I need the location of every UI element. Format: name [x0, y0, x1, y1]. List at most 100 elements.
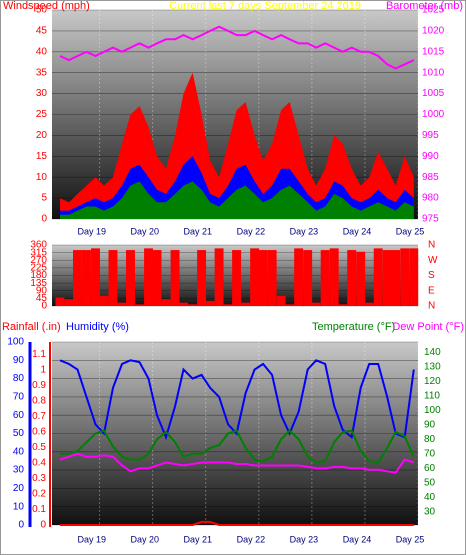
bar [55, 297, 65, 306]
bar [232, 250, 242, 306]
y-tick-label: 10 [36, 172, 48, 183]
bar [409, 248, 419, 306]
y3-tick-label: 120 [424, 376, 441, 387]
bar [188, 304, 198, 306]
y-tick-label: 90 [36, 285, 48, 296]
y-tick-label: 15 [36, 151, 48, 162]
y-tick-label: 30 [13, 465, 25, 476]
bar [241, 302, 251, 306]
y2-tick-label: 980 [422, 193, 439, 204]
y3-tick-label: 90 [424, 419, 436, 430]
x-tick-label: Day 22 [237, 534, 266, 544]
y3-tick-label: 60 [424, 463, 436, 474]
y2-tick-label: 1005 [422, 88, 445, 99]
bar [303, 250, 313, 306]
y2-tick-label: 0.7 [32, 411, 46, 422]
bar [294, 248, 304, 306]
y-tick-label: 50 [36, 5, 48, 16]
y-tick-label: 20 [36, 130, 48, 141]
bar [320, 250, 330, 306]
bar [72, 250, 82, 306]
y-tick-label: 70 [13, 392, 25, 403]
y-tick-label: 25 [36, 109, 48, 120]
y-tick-label: 270 [30, 255, 47, 266]
y2-tick-label: 990 [422, 151, 439, 162]
line [60, 520, 414, 526]
y2-tick-label: 0.2 [32, 489, 46, 500]
bar [82, 250, 91, 306]
bar [117, 302, 127, 306]
bar [223, 304, 233, 306]
y-tick-label: 135 [30, 278, 47, 289]
chart-title: Current last 7 days September 24 2019 [169, 0, 361, 12]
x-tick-label: Day 19 [77, 226, 106, 236]
y2-tick-label: S [428, 270, 435, 281]
bar [258, 250, 268, 306]
y-tick-label: 315 [30, 247, 47, 258]
bar [205, 300, 215, 306]
y2-tick-label: 1015 [422, 46, 445, 57]
y3-tick-label: 110 [424, 390, 440, 401]
y-tick-label: 45 [36, 293, 48, 304]
y-tick-label: 0 [41, 214, 47, 225]
x-tick-label: Day 23 [290, 226, 319, 236]
y2-tick-label: 1025 [422, 5, 445, 16]
y2-tick-label: N [428, 301, 435, 312]
y2-tick-label: 975 [422, 214, 439, 225]
line [59, 359, 415, 441]
y3-tick-label: 50 [424, 478, 436, 489]
bar [329, 248, 339, 306]
y3-tick-label: 30 [424, 507, 436, 518]
y4-label: Dew Point (°F) [392, 321, 464, 333]
y2-label: Barometer (mb) [386, 0, 463, 12]
bar [197, 250, 207, 306]
x-tick-label: Day 23 [290, 534, 319, 544]
area [60, 181, 414, 219]
y3-tick-label: 80 [424, 434, 436, 445]
y-tick-label: 360 [30, 240, 47, 251]
bar [400, 248, 410, 306]
bar [170, 250, 180, 306]
bar [391, 250, 401, 306]
y2-tick-label: 0.3 [32, 473, 46, 484]
y2-tick-label: 995 [422, 130, 439, 141]
y2-tick-label: 1020 [422, 26, 445, 37]
y-tick-label: 0 [41, 301, 47, 312]
x-tick-label: Day 25 [396, 226, 425, 236]
bar [364, 302, 374, 306]
x-tick-label: Day 19 [77, 534, 106, 544]
bar [126, 250, 135, 306]
x-tick-label: Day 21 [184, 226, 213, 236]
y-tick-label: 225 [30, 263, 47, 274]
y2-tick-label: 1000 [422, 109, 445, 120]
y-label: Humidity (%) [66, 321, 129, 333]
y2-tick-label: 1010 [422, 67, 445, 78]
bar [99, 295, 109, 306]
y-tick-label: 10 [13, 501, 25, 512]
y2-tick-label: 0 [40, 520, 46, 531]
y-label: Windspeed (mph) [3, 0, 90, 12]
bar [179, 302, 189, 306]
bar [267, 250, 277, 306]
bar [276, 295, 286, 306]
line [59, 25, 415, 70]
y2-tick-label: 0.5 [32, 442, 46, 453]
y-tick-label: 40 [13, 446, 25, 457]
y2-tick-label: 0.8 [32, 396, 46, 407]
y-tick-label: 80 [13, 373, 25, 384]
bar [285, 304, 295, 306]
bar [250, 248, 260, 306]
y-tick-label: 30 [36, 88, 48, 99]
y2-tick-label: 0.9 [32, 380, 46, 391]
x-tick-label: Day 25 [396, 534, 425, 544]
y-tick-label: 50 [13, 428, 25, 439]
bar [144, 248, 154, 306]
y2-tick-label: E [428, 285, 435, 296]
bar [356, 251, 366, 306]
y-tick-label: 0 [18, 520, 24, 531]
bar [214, 248, 224, 306]
y2-tick-label: 0.6 [32, 427, 46, 438]
bar [311, 302, 321, 306]
y-tick-label: 20 [13, 483, 25, 494]
